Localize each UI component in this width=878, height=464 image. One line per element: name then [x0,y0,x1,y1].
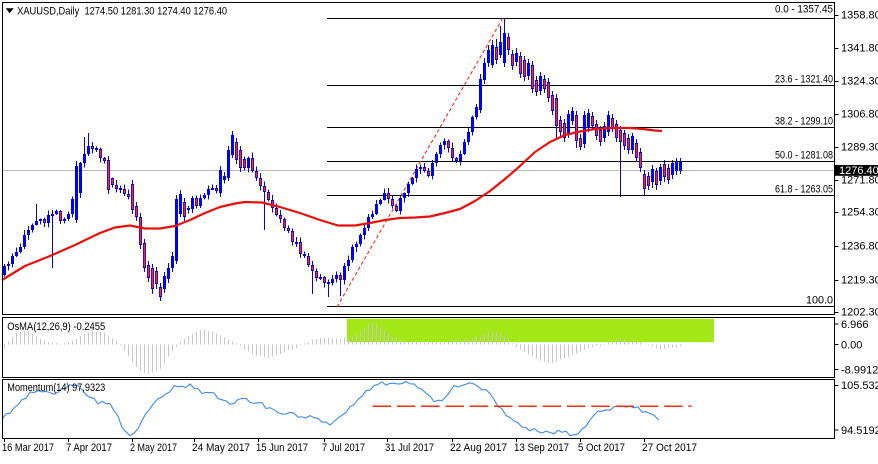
svg-text:7 Apr 2017: 7 Apr 2017 [66,442,112,454]
svg-text:-8.9912: -8.9912 [841,364,878,376]
svg-text:16 Mar 2017: 16 Mar 2017 [2,442,54,454]
svg-text:94.5192: 94.5192 [841,425,878,437]
svg-text:31 Jul 2017: 31 Jul 2017 [385,442,434,454]
svg-text:13 Sep 2017: 13 Sep 2017 [514,442,569,454]
svg-text:61.8 - 1263.05: 61.8 - 1263.05 [775,183,833,195]
svg-text:2 May 2017: 2 May 2017 [130,442,177,454]
svg-text:6.966: 6.966 [841,319,869,331]
svg-text:22 Aug 2017: 22 Aug 2017 [450,442,507,454]
svg-text:27 Oct 2017: 27 Oct 2017 [642,442,697,454]
svg-text:1219.30: 1219.30 [841,275,878,287]
svg-text:100.0: 100.0 [806,294,833,306]
svg-text:23.6 - 1321.40: 23.6 - 1321.40 [775,73,833,85]
svg-text:1341.80: 1341.80 [841,43,878,55]
svg-text:1324.30: 1324.30 [841,76,878,88]
svg-text:7 Jul 2017: 7 Jul 2017 [322,442,365,454]
svg-text:50.0 - 1281.08: 50.0 - 1281.08 [775,149,833,161]
svg-text:0.00: 0.00 [841,339,862,351]
svg-text:1236.80: 1236.80 [841,241,878,253]
svg-text:5 Oct 2017: 5 Oct 2017 [578,442,625,454]
svg-text:1202.30: 1202.30 [841,307,878,319]
svg-text:Momentum(14) 97,9323: Momentum(14) 97,9323 [7,382,105,394]
svg-text:1276.40: 1276.40 [839,165,878,177]
svg-text:OsMA(12,26,9) -0.2455: OsMA(12,26,9) -0.2455 [7,321,105,333]
svg-text:1358.80: 1358.80 [841,10,878,22]
svg-text:1306.80: 1306.80 [841,109,878,121]
svg-text:XAUUSD,Daily 1274.50 1281.30: XAUUSD,Daily 1274.50 1281.30 1274.40 127… [17,6,227,18]
svg-text:38.2 - 1299.10: 38.2 - 1299.10 [775,115,833,127]
svg-text:24 May 2017: 24 May 2017 [192,442,250,454]
svg-text:15 Jun 2017: 15 Jun 2017 [256,442,308,454]
svg-text:1289.30: 1289.30 [841,142,878,154]
svg-text:1254.30: 1254.30 [841,207,878,219]
svg-text:0.0 - 1357.45: 0.0 - 1357.45 [775,4,833,16]
